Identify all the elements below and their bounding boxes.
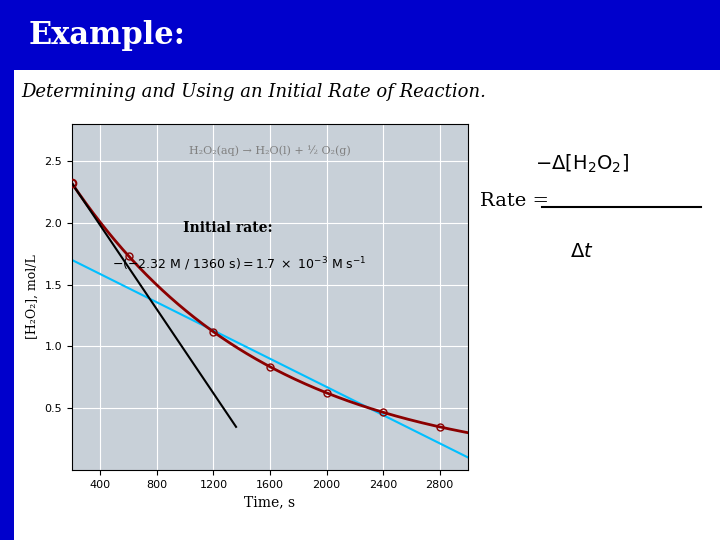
Text: $-(-2.32\ \mathrm{M}\ /\ 1360\ \mathrm{s}) = 1.7\ \times\ 10^{-3}\ \mathrm{M\ s}: $-(-2.32\ \mathrm{M}\ /\ 1360\ \mathrm{s… [112,255,366,273]
Text: $-\Delta[\mathrm{H_2O_2}]$: $-\Delta[\mathrm{H_2O_2}]$ [535,152,629,174]
Text: Determining and Using an Initial Rate of Reaction.: Determining and Using an Initial Rate of… [22,83,486,101]
Y-axis label: [H₂O₂], mol/L: [H₂O₂], mol/L [26,255,39,339]
Text: $\Delta t$: $\Delta t$ [570,243,594,261]
Text: Rate =: Rate = [480,192,555,210]
Text: H₂O₂(aq) → H₂O(l) + ½ O₂(g): H₂O₂(aq) → H₂O(l) + ½ O₂(g) [189,145,351,156]
Text: Example:: Example: [29,19,186,51]
Text: Initial rate:: Initial rate: [183,221,272,235]
X-axis label: Time, s: Time, s [244,495,296,509]
